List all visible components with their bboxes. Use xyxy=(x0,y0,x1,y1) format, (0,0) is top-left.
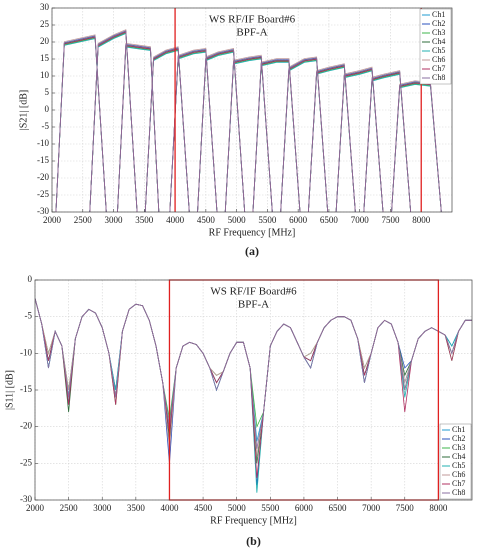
chart: -30 -25 -20 -15 -10 -5 0 5 10 15 20 25 30 2000 2500 300… xyxy=(18,2,453,258)
x-tick-label: 3000 xyxy=(93,503,112,513)
chart-title: WS RF/IF Board#6 xyxy=(210,286,297,298)
chart-subtitle: BPF-A xyxy=(238,299,269,311)
x-tick-label: 8000 xyxy=(412,215,431,225)
series-line xyxy=(55,32,442,212)
plot-lines xyxy=(35,298,472,493)
y-tick-label: -20 xyxy=(37,172,49,182)
y-tick-label: -20 xyxy=(20,421,32,431)
x-tick-label: 2000 xyxy=(26,503,45,513)
x-tick-label: 6500 xyxy=(329,503,348,513)
plot-frame xyxy=(51,7,453,213)
y-tick-label: -10 xyxy=(20,347,32,357)
legend-label: Ch8 xyxy=(452,488,465,497)
y-tick-label: -25 xyxy=(20,457,32,467)
x-tick-label: 8000 xyxy=(429,503,448,513)
x-tick-label: 5500 xyxy=(261,503,280,513)
y-tick-label: 0 xyxy=(45,104,50,114)
y-tick-label: 10 xyxy=(40,70,50,80)
y-tick-label: -15 xyxy=(37,155,49,165)
plot-frame xyxy=(34,279,473,501)
series-line xyxy=(55,31,442,212)
series-line xyxy=(55,30,442,212)
y-tick-label: 25 xyxy=(40,19,50,29)
y-tick-label: -5 xyxy=(42,121,50,131)
legend-label: Ch7 xyxy=(452,479,465,488)
y-tick-label: 20 xyxy=(40,36,50,46)
x-tick-label: 2000 xyxy=(43,215,62,225)
legend-label: Ch2 xyxy=(452,434,465,443)
chart: -30 -25 -20 -15 -10 -5 0 2000 2500 3000 3500 4000 45… xyxy=(4,274,473,548)
y-tick-label: -5 xyxy=(25,311,33,321)
chart-title: WS RF/IF Board#6 xyxy=(209,14,296,26)
y-tick-label: -15 xyxy=(20,384,32,394)
legend-box xyxy=(439,423,472,500)
x-tick-label: 7000 xyxy=(351,215,370,225)
x-tick-label: 7000 xyxy=(362,503,381,513)
x-tick-label: 2500 xyxy=(60,503,79,513)
legend-label: Ch1 xyxy=(452,425,465,434)
legend-label: Ch5 xyxy=(432,46,445,55)
legend-box xyxy=(419,8,452,85)
legend-label: Ch2 xyxy=(432,19,445,28)
x-tick-label: 7500 xyxy=(381,215,400,225)
caption: (b) xyxy=(246,534,261,548)
y-tick-label: 5 xyxy=(45,87,50,97)
y-tick-label: -10 xyxy=(37,138,49,148)
y-tick-label: -30 xyxy=(37,206,49,216)
series-line xyxy=(55,29,442,212)
series-line xyxy=(35,298,472,449)
x-tick-label: 7500 xyxy=(396,503,415,513)
x-tick-label: 4000 xyxy=(166,215,185,225)
legend-label: Ch4 xyxy=(452,452,465,461)
y-tick-label: 30 xyxy=(40,2,50,12)
x-tick-label: 6000 xyxy=(295,503,314,513)
caption: (a) xyxy=(245,244,259,258)
legend-label: Ch3 xyxy=(452,443,465,452)
x-tick-label: 3000 xyxy=(105,215,124,225)
x-tick-label: 4500 xyxy=(194,503,213,513)
y-tick-label: -25 xyxy=(37,189,49,199)
x-tick-label: 6500 xyxy=(320,215,339,225)
legend-label: Ch5 xyxy=(452,461,465,470)
x-tick-label: 4000 xyxy=(160,503,179,513)
y-axis-label: |S21| [dB] xyxy=(18,90,29,130)
plot-lines xyxy=(55,29,442,212)
legend-label: Ch3 xyxy=(432,28,445,37)
x-tick-label: 4500 xyxy=(197,215,216,225)
series-line xyxy=(55,32,442,212)
y-axis-label: |S11| [dB] xyxy=(4,370,15,410)
legend-label: Ch6 xyxy=(432,55,445,64)
y-tick-label: -30 xyxy=(20,494,32,504)
chart-subtitle: BPF-A xyxy=(236,27,267,39)
x-tick-label: 5500 xyxy=(258,215,277,225)
x-tick-label: 3500 xyxy=(127,503,146,513)
y-tick-label: 0 xyxy=(28,274,33,284)
x-tick-label: 3500 xyxy=(135,215,154,225)
legend-label: Ch6 xyxy=(452,470,465,479)
x-tick-label: 5000 xyxy=(228,215,247,225)
x-axis-label: RF Frequency [MHz] xyxy=(209,227,296,238)
x-tick-label: 6000 xyxy=(289,215,308,225)
legend-label: Ch8 xyxy=(432,73,445,82)
legend-label: Ch4 xyxy=(432,37,445,46)
x-tick-label: 2500 xyxy=(74,215,93,225)
legend-label: Ch1 xyxy=(432,10,445,19)
y-tick-label: 15 xyxy=(40,53,50,63)
x-axis-label: RF Frequency [MHz] xyxy=(210,515,297,526)
legend-label: Ch7 xyxy=(432,64,445,73)
x-tick-label: 5000 xyxy=(228,503,247,513)
